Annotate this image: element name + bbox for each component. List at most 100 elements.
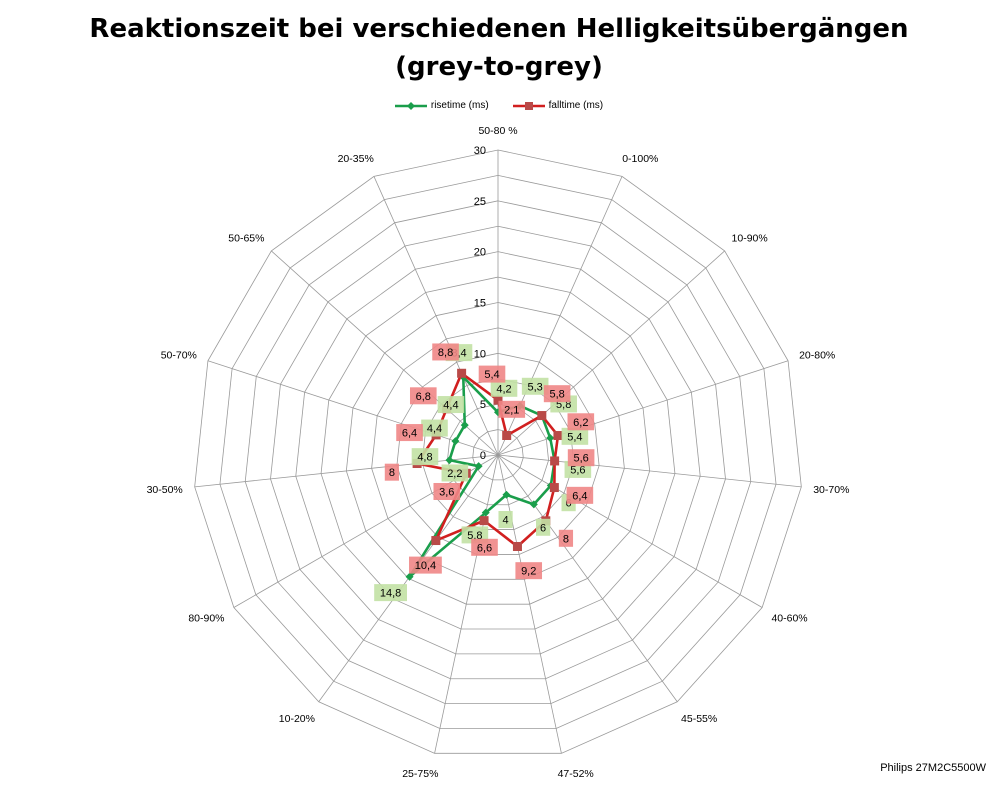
data-label-bg-falltime [478, 365, 506, 383]
category-label: 25-75% [402, 768, 438, 780]
data-label-falltime: 10,4 [415, 560, 436, 572]
grid-spoke [497, 454, 763, 608]
category-label: 10-20% [279, 713, 315, 725]
data-label-bg-risetime [411, 448, 439, 466]
data-label-risetime: 5,4 [567, 431, 582, 443]
data-label-falltime: 5,6 [573, 453, 588, 465]
r-tick-label: 0 [480, 450, 486, 462]
grid-spoke [207, 360, 499, 456]
category-label: 0-100% [622, 153, 658, 165]
r-tick-label: 15 [474, 298, 486, 310]
category-label: 80-90% [188, 613, 224, 625]
data-label-falltime: 6,4 [572, 490, 587, 502]
category-label: 47-52% [558, 768, 594, 780]
category-label: 45-55% [681, 713, 717, 725]
legend-marker-risetime [394, 101, 427, 110]
data-label-bg-falltime [567, 413, 595, 431]
data-label-risetime: 4,2 [496, 383, 511, 395]
category-label: 30-50% [147, 484, 183, 496]
data-label-risetime: 4 [503, 515, 509, 527]
data-label-bg-risetime [374, 584, 407, 602]
data-label-falltime: 5,4 [484, 369, 499, 381]
data-label-bg-falltime [498, 400, 526, 418]
data-label-bg-falltime [396, 424, 423, 442]
grid-spoke [497, 250, 725, 456]
data-label-risetime: 4,8 [417, 452, 432, 464]
data-label-risetime: 6 [540, 522, 546, 534]
data-label-bg-falltime [384, 463, 399, 481]
r-tick-label: 30 [474, 145, 486, 157]
data-label-bg-risetime [561, 427, 589, 445]
data-label-bg-risetime [521, 377, 549, 395]
data-label-falltime: 6,2 [573, 417, 588, 429]
data-label-risetime: 4,4 [427, 423, 442, 435]
point-risetime [445, 456, 454, 465]
grid-spoke [497, 454, 678, 702]
point-risetime [546, 434, 555, 443]
data-label-bg-falltime [515, 562, 543, 580]
point-falltime [431, 536, 441, 546]
grid-spoke [271, 250, 499, 456]
data-label-risetime: 4,4 [443, 400, 458, 412]
grid-spoke [497, 454, 562, 754]
legend-marker-falltime [512, 101, 545, 110]
data-label-bg-falltime [543, 385, 571, 403]
grid-ring [447, 403, 549, 506]
category-label: 20-35% [338, 153, 374, 165]
point-risetime [451, 437, 460, 446]
point-risetime [460, 421, 469, 430]
data-label-bg-falltime [566, 486, 594, 504]
point-risetime [405, 572, 414, 581]
legend-label-falltime: falltime (ms) [548, 100, 604, 111]
data-label-falltime: 8 [389, 467, 395, 479]
data-label-bg-falltime [433, 482, 461, 500]
legend-label-risetime: risetime (ms) [430, 100, 489, 111]
r-tick-label: 10 [474, 348, 486, 360]
grid-ring [421, 378, 575, 530]
r-tick-label: 5 [480, 399, 486, 411]
category-label: 40-60% [771, 613, 807, 625]
data-label-bg-risetime [498, 511, 513, 529]
series-line-risetime [408, 375, 556, 579]
grid-ring [219, 175, 777, 729]
chart-title-line-1: Reaktionszeit bei verschiedenen Helligke… [89, 14, 909, 44]
category-label: 50-65% [228, 233, 264, 245]
point-falltime [493, 395, 503, 405]
grid-ring [396, 352, 600, 555]
point-falltime [479, 516, 489, 526]
data-label-falltime: 2,1 [504, 404, 519, 416]
point-risetime [529, 500, 538, 509]
data-label-risetime: 14,8 [380, 588, 401, 600]
data-label-bg-falltime [558, 529, 574, 547]
grid-spoke [434, 454, 499, 754]
data-label-falltime: 6,6 [477, 542, 492, 554]
point-falltime [457, 368, 467, 378]
legend-item-risetime: risetime (ms) [394, 100, 489, 111]
grid-ring [270, 225, 726, 680]
category-label: 10-90% [732, 233, 768, 245]
grid-spoke [373, 176, 499, 456]
data-label-falltime: 6,8 [416, 391, 431, 403]
grid-ring [472, 429, 524, 481]
chart-title-line-2: (grey-to-grey) [395, 52, 603, 82]
point-falltime [550, 456, 560, 466]
category-label: 50-70% [161, 350, 197, 362]
data-label-falltime: 5,8 [549, 389, 564, 401]
data-label-bg-risetime [421, 419, 448, 437]
data-label-bg-risetime [536, 518, 551, 536]
data-label-bg-falltime [432, 343, 459, 361]
grid-ring [371, 327, 625, 580]
grid-ring [295, 251, 701, 655]
data-label-bg-risetime [441, 464, 469, 482]
r-tick-label: 20 [474, 247, 486, 259]
point-risetime [474, 462, 483, 471]
grid-ring [244, 200, 752, 705]
point-risetime [502, 490, 511, 499]
data-label-falltime: 8,8 [438, 347, 453, 359]
grid-spoke [497, 454, 802, 488]
r-tick-label: 25 [474, 196, 486, 208]
data-label-bg-falltime [409, 387, 437, 405]
point-falltime [512, 541, 522, 551]
data-label-bg-falltime [567, 449, 595, 467]
grid-ring [345, 302, 651, 605]
